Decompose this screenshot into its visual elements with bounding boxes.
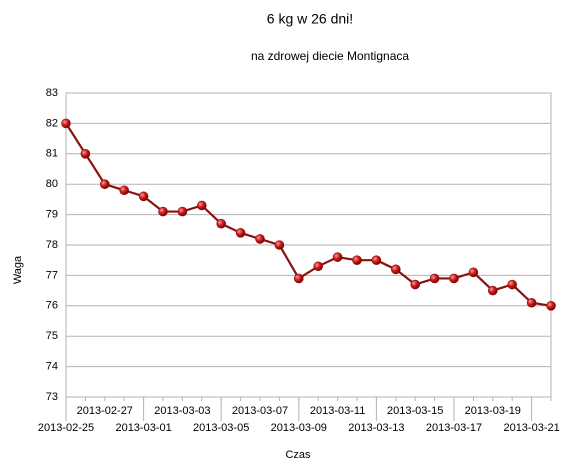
y-tick-label: 78 [46, 239, 58, 251]
y-tick-label: 79 [46, 209, 58, 221]
data-point [410, 279, 421, 290]
plot-border [65, 92, 552, 398]
x-tick-label: 2013-03-21 [503, 422, 559, 434]
data-point [158, 206, 168, 217]
y-tick-label: 82 [46, 117, 58, 129]
x-tick-label: 2013-02-25 [38, 422, 94, 434]
data-point [332, 252, 343, 262]
y-tick-label: 83 [46, 87, 58, 99]
data-point [255, 234, 265, 244]
data-point [487, 285, 498, 296]
chart-subtitle: na zdrowej diecie Montignaca [251, 49, 409, 63]
x-axis-label: Czas [285, 449, 311, 461]
data-point [507, 279, 518, 290]
data-point [138, 191, 149, 202]
x-tick-label: 2013-03-17 [426, 422, 482, 434]
x-tick-label: 2013-03-15 [387, 405, 443, 417]
y-tick-label: 81 [46, 148, 58, 160]
data-point [235, 228, 246, 238]
x-tick-label: 2013-03-01 [115, 422, 171, 434]
chart-title: 6 kg w 26 dni! [267, 11, 353, 27]
x-tick-label: 2013-03-11 [310, 405, 365, 417]
y-tick-label: 75 [46, 330, 58, 342]
data-point [546, 300, 556, 311]
data-point [119, 185, 129, 196]
y-tick-label: 73 [46, 391, 58, 403]
data-point [61, 118, 71, 129]
x-tick-label: 2013-03-03 [154, 405, 210, 417]
x-tick-label: 2013-02-27 [77, 405, 133, 417]
y-tick-label: 80 [46, 178, 58, 190]
y-tick-label: 76 [46, 300, 58, 312]
x-tick-label: 2013-03-19 [465, 405, 521, 417]
data-point [216, 218, 226, 229]
data-point [390, 264, 401, 275]
data-point [429, 273, 440, 284]
x-tick-label: 2013-03-05 [193, 422, 249, 434]
data-point [449, 273, 459, 284]
data-point [526, 297, 537, 308]
y-tick-label: 77 [46, 269, 58, 281]
data-point [313, 261, 324, 272]
data-point [371, 255, 382, 266]
data-point [177, 206, 188, 217]
data-point [293, 273, 304, 284]
y-axis-label: Waga [12, 255, 24, 284]
data-point [80, 149, 91, 159]
data-point [274, 240, 285, 250]
x-tick-label: 2013-03-09 [271, 422, 327, 434]
data-point [468, 267, 479, 278]
y-tick-label: 74 [46, 361, 58, 373]
x-tick-label: 2013-03-07 [232, 405, 288, 417]
data-point [352, 255, 362, 266]
data-point [197, 200, 207, 211]
x-tick-label: 2013-03-13 [348, 422, 404, 434]
data-point [100, 179, 110, 189]
